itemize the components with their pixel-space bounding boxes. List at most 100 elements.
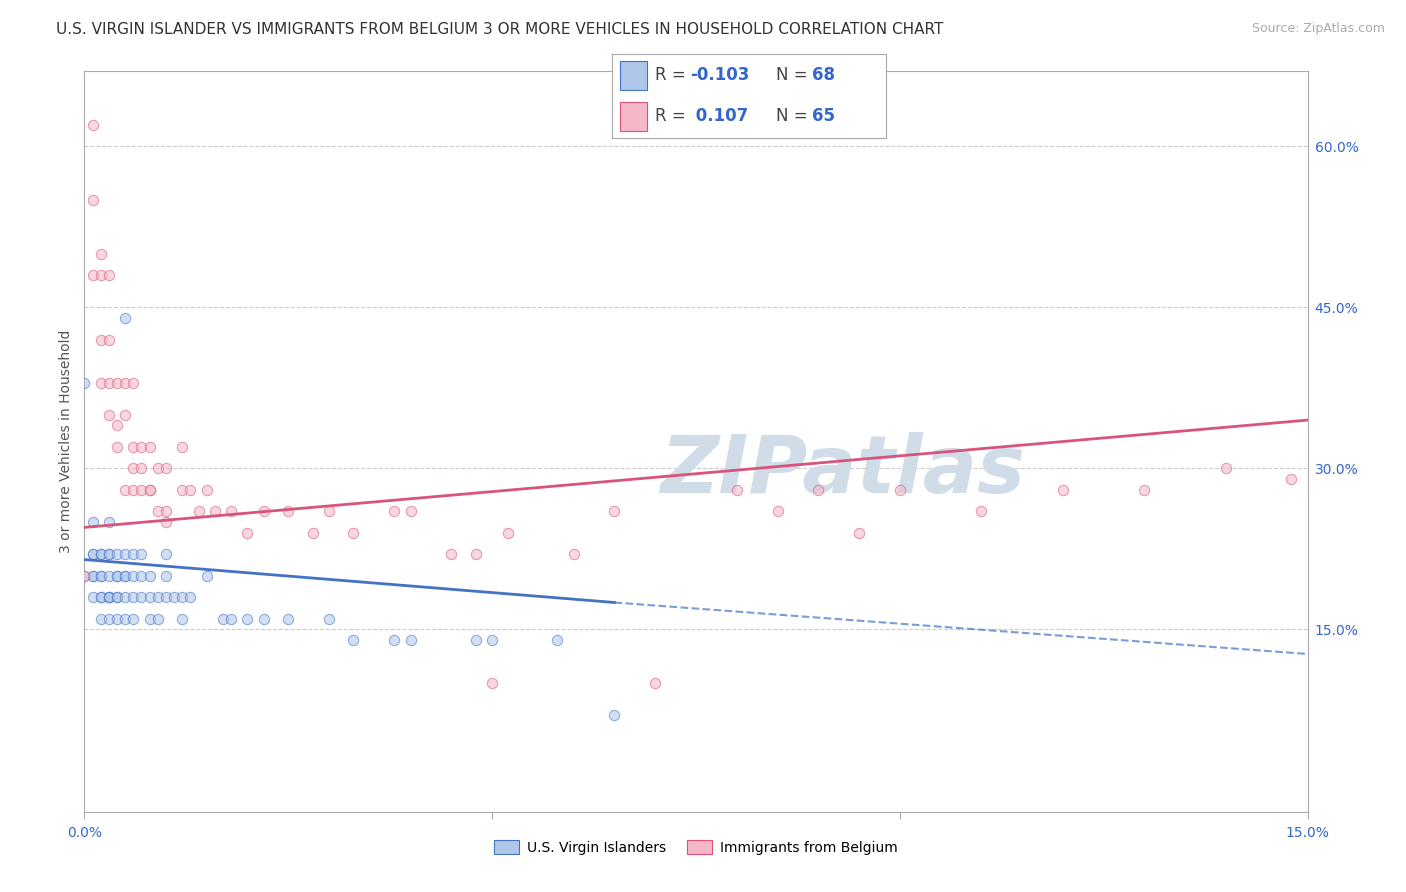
Point (498, 525, 520, 540)
Point (97, 408, 120, 422)
Point (105, 611, 128, 625)
Point (73, 376, 96, 390)
Point (97, 376, 120, 390)
Point (114, 547, 136, 561)
Point (105, 590, 128, 604)
Point (301, 525, 323, 540)
Point (122, 461, 145, 475)
Point (97, 590, 120, 604)
Point (1133, 483, 1156, 497)
Point (97, 590, 120, 604)
Point (114, 611, 136, 625)
Point (318, 504, 340, 518)
Point (90, 268, 112, 283)
Point (546, 633, 568, 648)
Point (603, 504, 626, 518)
Point (644, 676, 666, 690)
Point (97, 568, 120, 582)
Point (399, 633, 422, 648)
Point (146, 590, 169, 604)
Point (97, 547, 120, 561)
Point (90, 611, 112, 625)
Point (138, 440, 160, 454)
Point (90, 590, 112, 604)
Text: N =: N = (776, 66, 813, 84)
Point (82, 547, 104, 561)
Point (105, 376, 128, 390)
Point (97, 611, 120, 625)
Point (766, 504, 789, 518)
Text: Source: ZipAtlas.com: Source: ZipAtlas.com (1251, 22, 1385, 36)
Point (90, 376, 112, 390)
Point (195, 483, 218, 497)
Point (146, 461, 169, 475)
Point (277, 504, 299, 518)
Point (122, 376, 145, 390)
Point (342, 633, 364, 648)
Point (131, 483, 153, 497)
Point (97, 268, 120, 283)
Point (97, 333, 120, 347)
Text: U.S. VIRGIN ISLANDER VS IMMIGRANTS FROM BELGIUM 3 OR MORE VEHICLES IN HOUSEHOLD : U.S. VIRGIN ISLANDER VS IMMIGRANTS FROM … (56, 22, 943, 37)
Y-axis label: 3 or more Vehicles in Household: 3 or more Vehicles in Household (59, 330, 73, 553)
Point (82, 193, 104, 207)
Point (155, 568, 177, 582)
Point (105, 418, 128, 433)
Bar (620, 62, 647, 90)
Point (82, 547, 104, 561)
Point (114, 590, 136, 604)
Point (172, 483, 194, 497)
Point (253, 611, 276, 625)
Point (122, 568, 145, 582)
Point (179, 483, 201, 497)
Point (440, 547, 463, 561)
Point (114, 568, 136, 582)
Text: R =: R = (655, 66, 692, 84)
Point (138, 483, 160, 497)
Point (1052, 483, 1074, 497)
Point (105, 440, 128, 454)
Point (122, 483, 145, 497)
Point (82, 568, 104, 582)
Point (114, 568, 136, 582)
Point (97, 590, 120, 604)
Point (163, 590, 186, 604)
Point (138, 590, 160, 604)
Text: 65: 65 (811, 107, 835, 125)
Point (236, 525, 259, 540)
Point (82, 515, 104, 529)
Point (172, 590, 194, 604)
Point (277, 611, 299, 625)
Point (122, 590, 145, 604)
Point (82, 568, 104, 582)
Point (481, 676, 503, 690)
Point (73, 568, 96, 582)
Bar (620, 102, 647, 130)
Point (122, 547, 145, 561)
Point (138, 483, 160, 497)
Point (1279, 472, 1302, 486)
Legend: U.S. Virgin Islanders, Immigrants from Belgium: U.S. Virgin Islanders, Immigrants from B… (488, 835, 904, 860)
Point (603, 708, 626, 723)
Point (318, 611, 340, 625)
Point (105, 547, 128, 561)
Point (97, 547, 120, 561)
Point (155, 590, 177, 604)
Point (342, 525, 364, 540)
Point (146, 504, 169, 518)
Text: 68: 68 (811, 66, 835, 84)
Point (155, 547, 177, 561)
Point (219, 504, 242, 518)
Point (90, 246, 112, 260)
Point (122, 611, 145, 625)
Text: 0.107: 0.107 (690, 107, 748, 125)
Point (172, 440, 194, 454)
Point (82, 268, 104, 283)
Point (90, 547, 112, 561)
Point (90, 568, 112, 582)
Point (138, 611, 160, 625)
Point (97, 515, 120, 529)
Point (146, 611, 169, 625)
Point (122, 440, 145, 454)
Point (464, 633, 486, 648)
